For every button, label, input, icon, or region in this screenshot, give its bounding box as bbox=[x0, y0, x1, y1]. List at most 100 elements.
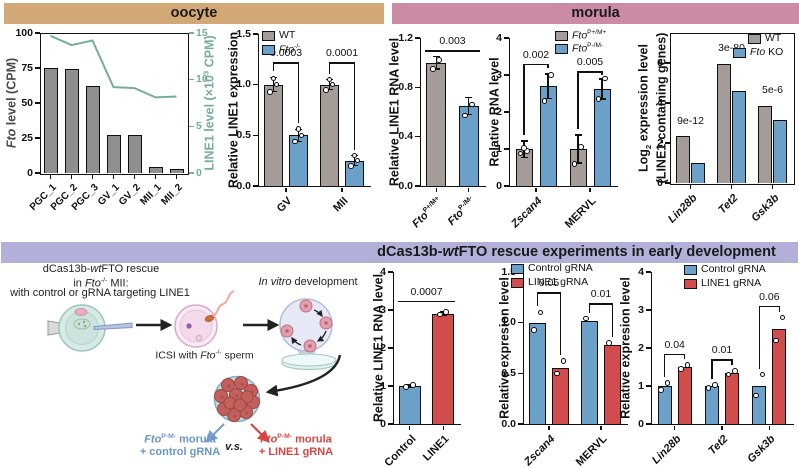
y-tick bbox=[646, 347, 651, 349]
cleaving-embryos bbox=[280, 299, 333, 353]
rescue-caption-line1: dCas13b-wtFTO rescue bbox=[42, 263, 160, 275]
error-bar bbox=[297, 129, 300, 142]
error-bar bbox=[272, 77, 275, 92]
error-bar-cap bbox=[598, 78, 606, 80]
y2-tick bbox=[189, 172, 194, 174]
data-point bbox=[712, 382, 718, 389]
legend-swatch bbox=[262, 45, 275, 55]
data-point bbox=[436, 311, 443, 318]
bar bbox=[604, 344, 621, 424]
sig-label: 0.0007 bbox=[410, 285, 443, 298]
data-point bbox=[323, 86, 329, 93]
bar bbox=[127, 135, 142, 173]
bar bbox=[43, 68, 58, 173]
bar bbox=[320, 84, 339, 186]
error-bar bbox=[353, 155, 356, 166]
data-point bbox=[578, 144, 584, 150]
injection-pipette bbox=[93, 322, 133, 331]
y-tick-label: 1 bbox=[496, 142, 502, 155]
y-tick bbox=[518, 321, 523, 324]
y-tick bbox=[253, 134, 258, 137]
y-tick bbox=[646, 423, 651, 425]
y2-tick-label: 5 bbox=[196, 119, 202, 132]
y-tick bbox=[388, 271, 393, 273]
y-tick bbox=[388, 347, 393, 349]
y2-tick-label: 10 bbox=[196, 73, 208, 86]
bar bbox=[426, 62, 447, 186]
y-tick bbox=[518, 423, 523, 425]
data-point bbox=[753, 392, 759, 399]
sig-line bbox=[589, 303, 613, 305]
plot-area bbox=[40, 33, 189, 175]
legend-label: Fto KO bbox=[750, 46, 784, 58]
x-tick bbox=[285, 187, 287, 192]
error-bar-cap bbox=[574, 162, 582, 164]
chart-morula-zscan4-mervl: 0 1 2 3 4 Zscan4 MERVL 0.002 0.005 FtoP+/M+ FtoP-/… bbox=[487, 26, 654, 242]
sig-line bbox=[578, 71, 602, 73]
y-tick-label: 4 bbox=[380, 265, 386, 278]
y-tick bbox=[504, 148, 509, 150]
sig-line bbox=[425, 50, 480, 52]
legend-swatch bbox=[684, 265, 697, 275]
x-tick bbox=[133, 174, 136, 179]
y-tick bbox=[504, 37, 509, 39]
y2-tick bbox=[189, 32, 194, 34]
y-tick-label: 4 bbox=[657, 96, 663, 109]
line1-grna-morula-label: FtoP-M- morula + LINE1 gRNA bbox=[258, 433, 334, 458]
sig-leg bbox=[601, 71, 603, 76]
sperm-head bbox=[204, 315, 215, 322]
sig-leg bbox=[328, 62, 331, 74]
data-point bbox=[571, 161, 578, 167]
legend-label: LINE1 gRNA bbox=[528, 276, 589, 288]
sig-leg bbox=[684, 353, 686, 359]
chart-morula-relative-line1-rna: 0.0 0.4 0.8 1.2 FtoP+/M+ FtoP-/M- 0.003 Relativ… bbox=[386, 26, 508, 242]
sig-label: 0.05 bbox=[538, 277, 560, 290]
y-tick-label: 0 bbox=[638, 417, 644, 430]
section-header-oocyte: oocyte bbox=[4, 3, 384, 24]
x-tick bbox=[435, 187, 437, 192]
y-tick bbox=[415, 185, 420, 187]
icsi-label: ICSI with Fto-/- sperm bbox=[155, 349, 254, 362]
y-tick-label: 1.2 bbox=[398, 31, 413, 44]
bar bbox=[657, 386, 672, 424]
bar bbox=[64, 69, 79, 173]
y-tick bbox=[504, 74, 509, 76]
data-point bbox=[705, 385, 712, 391]
y-tick bbox=[388, 385, 393, 387]
bar bbox=[169, 168, 184, 173]
legend-swatch bbox=[684, 279, 697, 289]
y-tick-label: 0.0 bbox=[501, 417, 516, 430]
plot-area bbox=[670, 33, 795, 185]
data-point bbox=[560, 358, 567, 364]
error-bar bbox=[601, 79, 603, 100]
y-tick-label: 75 bbox=[21, 61, 33, 74]
data-point bbox=[684, 362, 691, 368]
y-tick bbox=[35, 137, 40, 139]
y-tick-label: 6 bbox=[657, 56, 663, 69]
y-tick bbox=[665, 182, 670, 184]
y-tick bbox=[665, 102, 670, 104]
chart-rescue-line1-containing-genes: 0 1 2 3 4 Lin28b Tet2 Gsk3b 0.04 0.01 0.06 Control … bbox=[618, 262, 799, 468]
bar bbox=[581, 320, 598, 424]
y2-axis-label: LINE1 level (×103 CPM) bbox=[201, 35, 217, 171]
sig-leg bbox=[731, 359, 733, 365]
y-tick bbox=[518, 372, 523, 375]
arrow-line1-grna bbox=[250, 423, 270, 443]
legend-swatch bbox=[262, 31, 275, 41]
y-axis-label: Relative expresion level bbox=[618, 277, 633, 419]
data-point bbox=[779, 314, 786, 321]
invitro-development-label: In vitro development bbox=[258, 276, 358, 288]
data-point bbox=[403, 383, 410, 390]
section-header-rescue-text: dCas13b-wtFTO rescue experiments in earl… bbox=[377, 244, 776, 260]
sig-line bbox=[273, 62, 299, 64]
bar bbox=[85, 86, 100, 173]
data-point bbox=[517, 150, 524, 157]
data-point bbox=[295, 126, 302, 133]
error-bar-cap bbox=[574, 134, 582, 136]
error-bar-cap bbox=[598, 98, 606, 100]
chart-oocyte-relative-line1-expression: 0.0 0.5 1.0 1.5 GV MII 0.0003 0.0001 WT Fto-/- Rel… bbox=[225, 26, 387, 242]
data-point bbox=[541, 98, 548, 104]
plot-area bbox=[509, 38, 618, 187]
y-tick-label: 2 bbox=[380, 341, 386, 354]
